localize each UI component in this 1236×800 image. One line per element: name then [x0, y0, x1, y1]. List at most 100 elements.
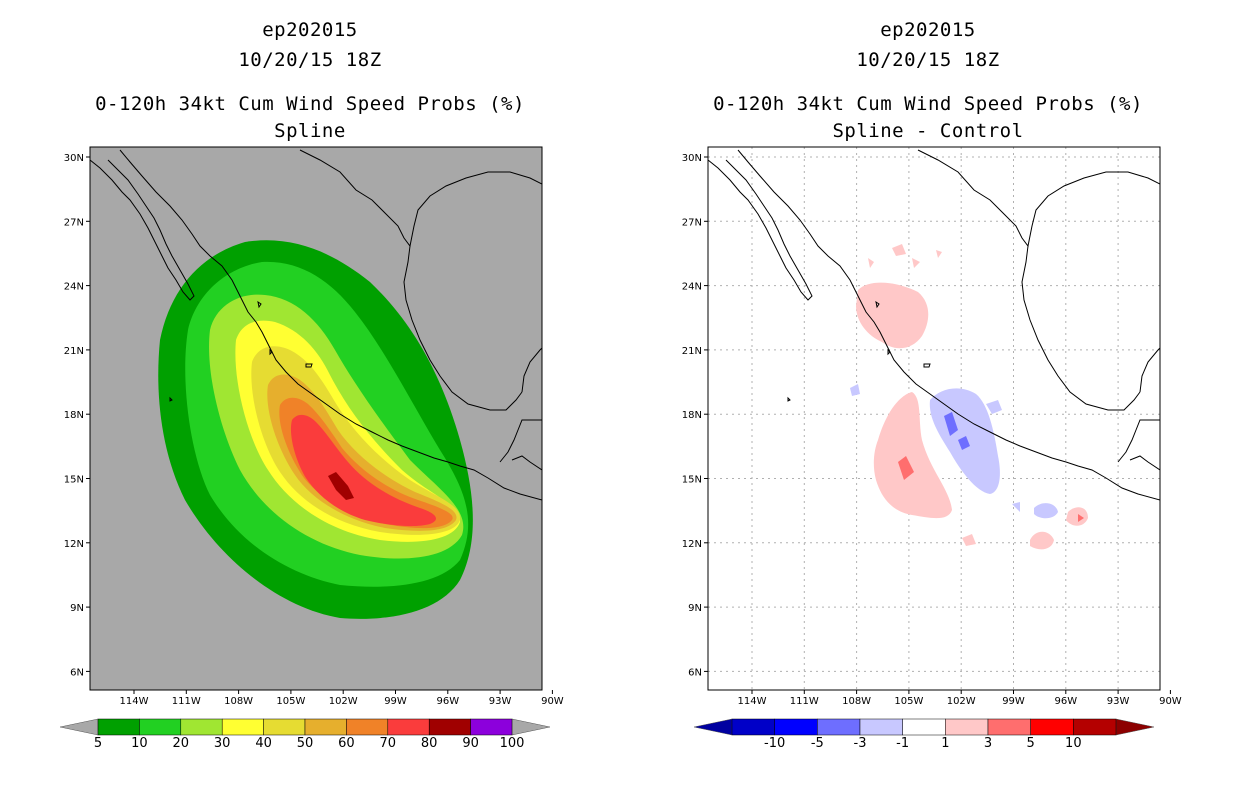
- right-panel-title: ep202015 10/20/15 18Z 0-120h 34kt Cum Wi…: [668, 15, 1188, 146]
- lat-label: 30N: [64, 153, 84, 164]
- lon-label: 108W: [224, 696, 253, 707]
- colorbar-label: 70: [379, 736, 397, 751]
- colorbar-segment: [731, 718, 775, 736]
- colorbar-right: [693, 718, 1155, 736]
- lat-label: 27N: [682, 217, 702, 228]
- lon-label: 105W: [894, 696, 923, 707]
- lat-label: 12N: [64, 539, 84, 550]
- colorbar-segment: [859, 718, 903, 736]
- colorbar-segment: [987, 718, 1031, 736]
- colorbar-label: 50: [296, 736, 314, 751]
- colorbar-segment: [97, 718, 140, 736]
- colorbar-segment: [428, 718, 471, 736]
- colorbar-label: -10: [764, 736, 786, 751]
- storm-id: ep202015: [880, 19, 976, 41]
- lon-label: 102W: [329, 696, 358, 707]
- right-map: 30N 27N 24N 21N 18N 15N 12N 9N 6N 114W 111W 108W 105…: [682, 146, 1182, 707]
- contour-70: [290, 414, 436, 527]
- colorbar-under-triangle: [59, 718, 99, 736]
- lon-label: 114W: [120, 696, 149, 707]
- colorbar-segment: [221, 718, 264, 736]
- lon-label: 111W: [790, 696, 819, 707]
- lon-label: 105W: [276, 696, 305, 707]
- lon-label: 114W: [738, 696, 767, 707]
- forecast-time: 10/20/15 18Z: [856, 49, 1000, 71]
- colorbar-label: 3: [983, 736, 993, 751]
- colorbar-label: -1: [896, 736, 910, 751]
- colorbar-over-triangle: [511, 718, 551, 736]
- panel-subtitle: Spline - Control: [832, 120, 1024, 142]
- colorbar-segment: [180, 718, 223, 736]
- colorbar-segment: [139, 718, 182, 736]
- colorbar-segment: [263, 718, 306, 736]
- lat-label: 24N: [682, 282, 702, 293]
- map-frame: [89, 146, 543, 691]
- colorbar-under-triangle: [693, 718, 733, 736]
- colorbar-label: 100: [499, 736, 525, 751]
- colorbar-segment: [387, 718, 430, 736]
- colorbar-label: 30: [213, 736, 231, 751]
- colorbar-label: 10: [1065, 736, 1082, 751]
- lat-label: 21N: [64, 346, 84, 357]
- colorbar-segment: [304, 718, 347, 736]
- lon-label: 99W: [384, 696, 407, 707]
- colorbar-label: 60: [338, 736, 355, 751]
- lat-label: 12N: [682, 539, 702, 550]
- positive-region: [856, 282, 929, 349]
- lat-label: 15N: [64, 475, 84, 486]
- colorbar-left: [59, 718, 551, 736]
- lon-label: 93W: [1107, 696, 1130, 707]
- lon-label: 111W: [172, 696, 201, 707]
- lat-label: 24N: [64, 282, 84, 293]
- contour-80: [328, 472, 354, 500]
- colorbar-label: 90: [462, 736, 479, 751]
- colorbar-segment: [346, 718, 389, 736]
- product-title: 0-120h 34kt Cum Wind Speed Probs (%): [713, 93, 1143, 115]
- lat-label: 18N: [64, 410, 84, 421]
- colorbar-segment: [945, 718, 989, 736]
- strong-negative: [944, 412, 970, 450]
- lon-label: 96W: [436, 696, 459, 707]
- colorbar-segment: [1030, 718, 1074, 736]
- lon-label: 93W: [489, 696, 512, 707]
- lon-label: 102W: [947, 696, 976, 707]
- colorbar-segment: [902, 718, 946, 736]
- positive-region: [873, 392, 952, 519]
- product-title: 0-120h 34kt Cum Wind Speed Probs (%): [95, 93, 525, 115]
- left-panel-title: ep202015 10/20/15 18Z 0-120h 34kt Cum Wi…: [50, 15, 570, 146]
- difference-contours: [850, 244, 1088, 550]
- colorbar-label: -5: [810, 736, 824, 751]
- lat-label: 18N: [682, 410, 702, 421]
- lon-label: 96W: [1054, 696, 1077, 707]
- left-map: 30N 27N 24N 21N 18N 15N 12N 9N 6N 114W 111W 108W 105…: [64, 146, 564, 707]
- colorbar-label: 80: [420, 736, 438, 751]
- colorbar-label: 1: [941, 736, 950, 751]
- map-frame: [707, 146, 1161, 691]
- lat-label: 9N: [70, 603, 84, 614]
- lat-label: 30N: [682, 153, 702, 164]
- lat-label: 9N: [688, 603, 702, 614]
- colorbar-segment: [470, 718, 513, 736]
- panel-subtitle: Spline: [274, 120, 346, 142]
- colorbar-label: 20: [172, 736, 190, 751]
- forecast-time: 10/20/15 18Z: [238, 49, 382, 71]
- probability-contours: [90, 149, 542, 619]
- lat-label: 21N: [682, 346, 702, 357]
- colorbar-over-triangle: [1115, 718, 1155, 736]
- lon-label: 90W: [1159, 696, 1182, 707]
- lat-label: 6N: [688, 667, 702, 678]
- lat-label: 27N: [64, 217, 84, 228]
- colorbar-label: 5: [93, 736, 103, 751]
- colorbar-segment: [774, 718, 818, 736]
- lon-label: 99W: [1002, 696, 1025, 707]
- storm-id: ep202015: [262, 19, 358, 41]
- colorbar-label: 5: [1026, 736, 1035, 751]
- map-axes: 30N 27N 24N 21N 18N 15N 12N 9N 6N 114W 111W 108W 105…: [682, 153, 1182, 707]
- colorbar-label: -3: [853, 736, 867, 751]
- map-axes: 30N 27N 24N 21N 18N 15N 12N 9N 6N 114W 111W 108W 105…: [64, 153, 564, 707]
- lon-label: 90W: [541, 696, 564, 707]
- lon-label: 108W: [842, 696, 871, 707]
- colorbar-segment: [1073, 718, 1117, 736]
- colorbar-label: 10: [131, 736, 148, 751]
